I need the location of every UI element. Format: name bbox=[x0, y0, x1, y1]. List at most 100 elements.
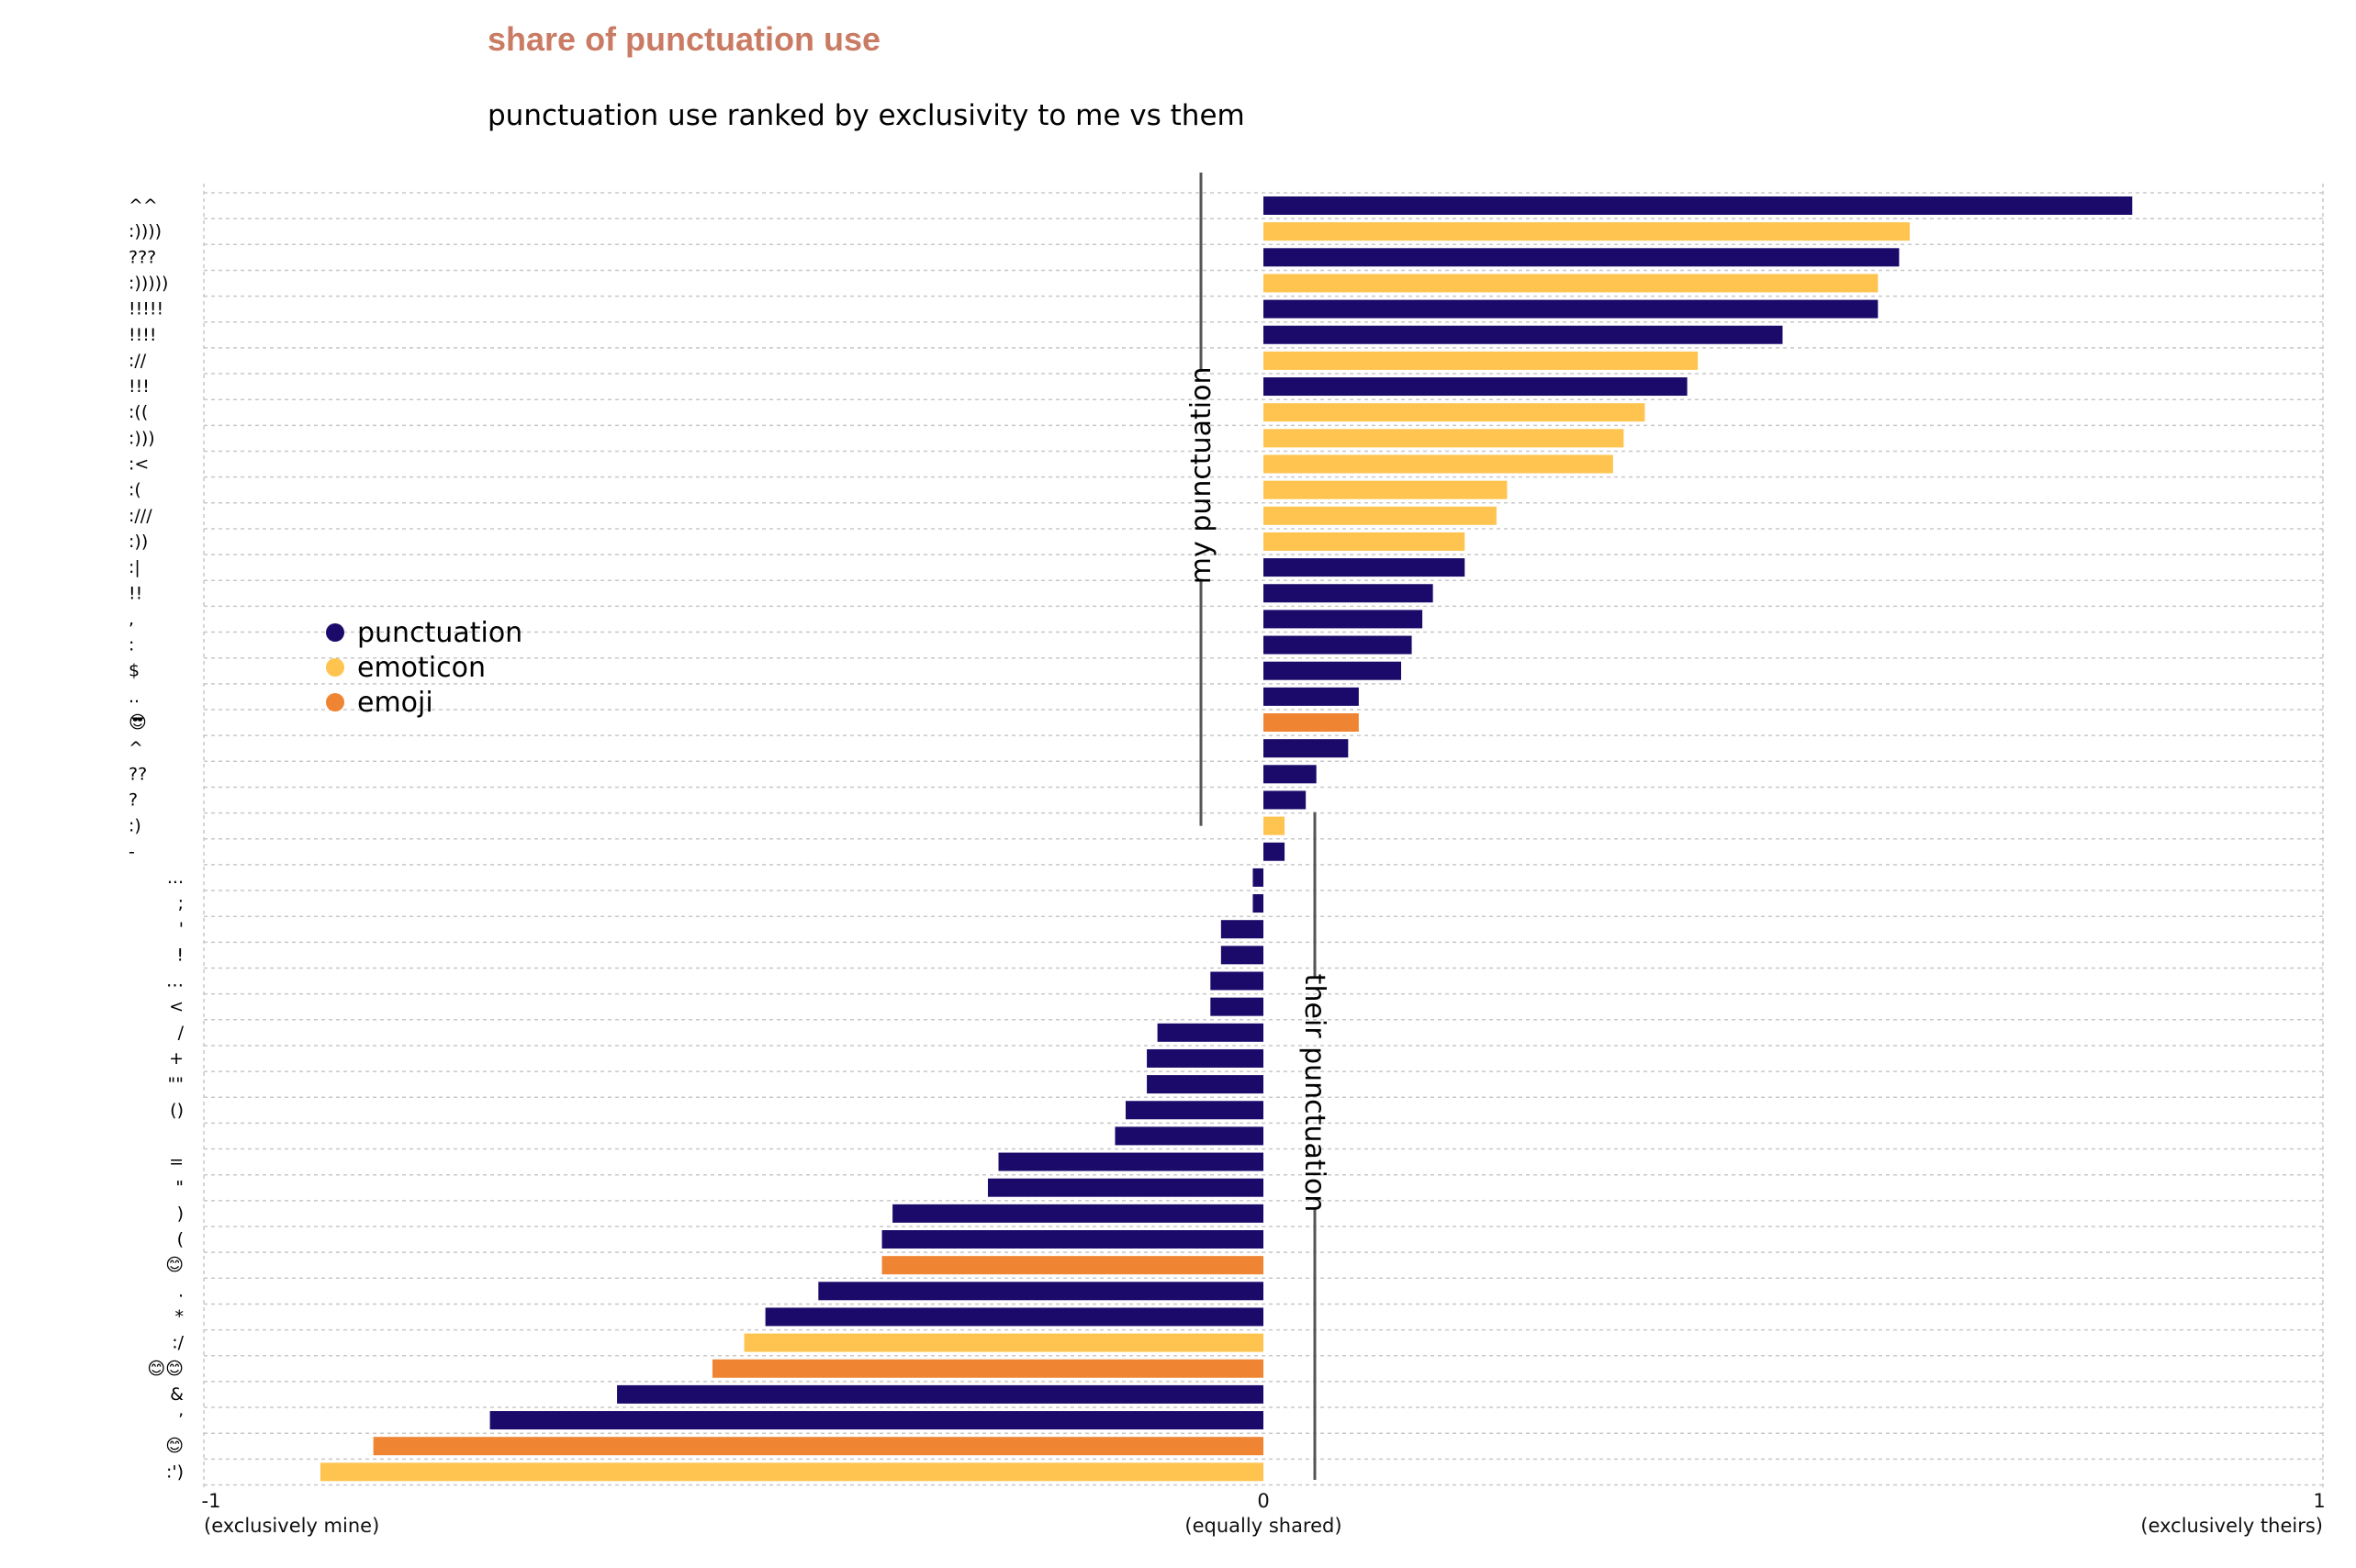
legend-label: punctuation bbox=[357, 616, 523, 649]
legend-swatch-emoji bbox=[326, 693, 344, 711]
annotations: my punctuation their punctuation bbox=[1185, 173, 1330, 1480]
legend-label: emoticon bbox=[357, 651, 486, 684]
category-label: :(( bbox=[129, 402, 148, 422]
category-label: :/// bbox=[129, 506, 152, 526]
category-label: !!!!! bbox=[129, 299, 163, 319]
bar bbox=[998, 1152, 1263, 1171]
bars bbox=[320, 196, 2133, 1482]
category-label: ??? bbox=[129, 247, 156, 267]
bar bbox=[1263, 351, 1699, 370]
x-tick-sublabel: (equally shared) bbox=[1184, 1515, 1341, 1537]
category-label: + bbox=[169, 1048, 184, 1069]
bar bbox=[1263, 842, 1285, 861]
bar bbox=[1263, 610, 1423, 629]
category-label: ’ bbox=[178, 1410, 184, 1430]
category-label: ... bbox=[167, 868, 184, 888]
category-label: . bbox=[178, 1281, 184, 1301]
bar bbox=[1263, 584, 1433, 603]
bar bbox=[1263, 325, 1783, 344]
category-label: ^^ bbox=[129, 196, 158, 216]
bar bbox=[1210, 971, 1263, 991]
category-label: :)))) bbox=[129, 221, 162, 241]
x-tick-label: 1 bbox=[2313, 1490, 2325, 1512]
bar bbox=[765, 1307, 1263, 1327]
x-tick-sublabel: (exclusively theirs) bbox=[2140, 1515, 2323, 1537]
category-label: :)) bbox=[129, 532, 148, 552]
x-tick-label: 0 bbox=[1257, 1490, 1269, 1512]
category-label: ! bbox=[176, 945, 184, 965]
category-label: .. bbox=[129, 687, 140, 707]
legend-label: emoji bbox=[357, 686, 433, 719]
bar bbox=[1263, 454, 1613, 474]
category-label: 😎 bbox=[129, 712, 147, 733]
category-label: :// bbox=[129, 351, 147, 371]
bar bbox=[1263, 713, 1359, 732]
category-label: "" bbox=[168, 1074, 184, 1094]
bar bbox=[1252, 868, 1263, 887]
category-label: ^ bbox=[129, 738, 143, 758]
bar bbox=[1157, 1023, 1263, 1042]
bar bbox=[987, 1178, 1263, 1197]
category-label: 😊😊 bbox=[147, 1359, 184, 1379]
category-label: :') bbox=[166, 1462, 184, 1482]
category-label: ?? bbox=[129, 764, 147, 784]
category-label: * bbox=[175, 1306, 185, 1327]
category-label: ; bbox=[178, 893, 184, 913]
category-label: / bbox=[178, 1023, 185, 1043]
category-label: < bbox=[169, 997, 184, 1017]
category-label: " bbox=[175, 1178, 184, 1198]
bar bbox=[1147, 1048, 1263, 1068]
bar bbox=[1263, 765, 1317, 784]
bar bbox=[1263, 506, 1497, 525]
bar bbox=[892, 1204, 1263, 1223]
category-label: :) bbox=[129, 816, 141, 836]
bar bbox=[1115, 1126, 1263, 1146]
bar bbox=[1263, 661, 1402, 680]
legend-item-punctuation: punctuation bbox=[326, 615, 522, 650]
bar bbox=[1263, 790, 1307, 810]
bar bbox=[1263, 196, 2133, 215]
bar bbox=[489, 1411, 1263, 1430]
bar bbox=[320, 1462, 1264, 1482]
category-label: : bbox=[129, 635, 134, 655]
category-label: :/ bbox=[172, 1333, 184, 1353]
bar bbox=[1220, 920, 1263, 939]
bar bbox=[1263, 377, 1688, 397]
bar bbox=[1263, 299, 1879, 319]
bar bbox=[1263, 635, 1412, 655]
x-axis: -1 (exclusively mine) 0 (equally shared) 1 (e… bbox=[202, 1490, 2326, 1537]
bar bbox=[1263, 248, 1900, 267]
category-labels: ^^:))))???:)))))!!!!!!!!!://!!!:((:))):<… bbox=[129, 196, 185, 1482]
bar bbox=[1263, 274, 1879, 293]
bar bbox=[1263, 739, 1349, 758]
bar bbox=[1220, 946, 1263, 965]
x-tick-sublabel: (exclusively mine) bbox=[204, 1515, 379, 1537]
category-label: ) bbox=[177, 1204, 184, 1224]
bar bbox=[1263, 403, 1645, 422]
bar bbox=[1252, 894, 1263, 913]
category-label: ' bbox=[179, 919, 184, 939]
category-label: !!!! bbox=[129, 325, 156, 345]
gridlines bbox=[203, 184, 2324, 1487]
chart-title: share of punctuation use bbox=[488, 20, 881, 58]
bar bbox=[1263, 816, 1285, 835]
category-label: 😊 bbox=[165, 1436, 184, 1456]
category-label: !!! bbox=[129, 376, 150, 397]
bar bbox=[881, 1256, 1263, 1275]
bar bbox=[744, 1333, 1263, 1352]
bar bbox=[1263, 532, 1465, 551]
legend: punctuation emoticon emoji bbox=[326, 615, 522, 720]
category-label: :))))) bbox=[129, 273, 168, 293]
bar bbox=[1263, 480, 1508, 499]
bar bbox=[1125, 1101, 1263, 1120]
x-tick-label: -1 bbox=[202, 1490, 221, 1512]
category-label: () bbox=[170, 1100, 184, 1120]
bar bbox=[1210, 997, 1263, 1016]
category-label: , bbox=[129, 609, 134, 629]
category-label: ? bbox=[129, 790, 138, 810]
legend-item-emoticon: emoticon bbox=[326, 650, 522, 685]
category-label: ( bbox=[177, 1229, 184, 1249]
category-label: $ bbox=[129, 661, 140, 681]
category-label: - bbox=[129, 842, 135, 862]
